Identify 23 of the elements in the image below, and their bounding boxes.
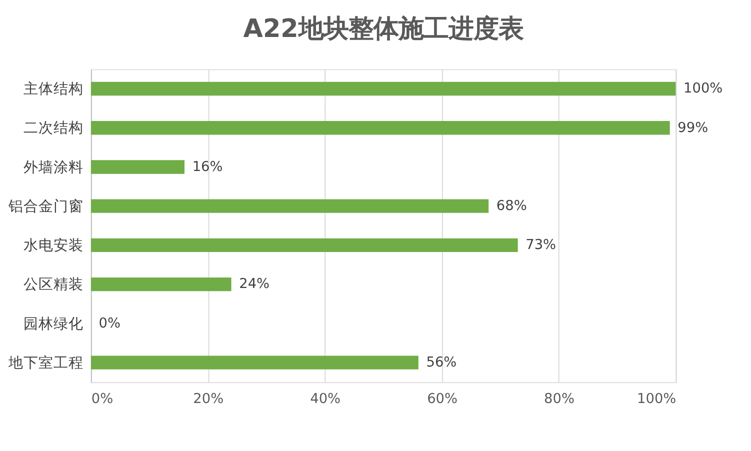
x-tick-label: 80%: [544, 391, 574, 408]
y-tick-label: 园林绿化: [24, 315, 84, 332]
data-label: 73%: [526, 237, 556, 254]
y-tick-label: 公区精装: [24, 276, 84, 294]
y-tick-label: 外墙涂料: [24, 158, 84, 176]
chart-title: A22地块整体施工进度表: [243, 12, 524, 43]
y-tick-label: 主体结构: [24, 80, 84, 98]
y-tick-label: 二次结构: [24, 120, 84, 137]
x-tick-label: 0%: [91, 391, 114, 408]
data-label: 68%: [496, 198, 527, 214]
x-tick-label: 40%: [310, 391, 341, 408]
y-tick-label: 地下室工程: [8, 354, 84, 372]
data-label: 16%: [192, 158, 223, 175]
data-label: 56%: [426, 354, 457, 370]
x-tick-label: 100%: [637, 391, 676, 408]
data-label: 100%: [684, 80, 723, 97]
data-label: 0%: [98, 315, 120, 332]
data-label: 24%: [239, 276, 270, 292]
x-tick-label: 60%: [427, 391, 458, 408]
y-tick-label: 水电安装: [24, 237, 84, 254]
y-tick-label: 铝合金门窗: [8, 198, 84, 215]
x-tick-label: 20%: [193, 391, 224, 408]
data-label: 99%: [678, 120, 708, 136]
